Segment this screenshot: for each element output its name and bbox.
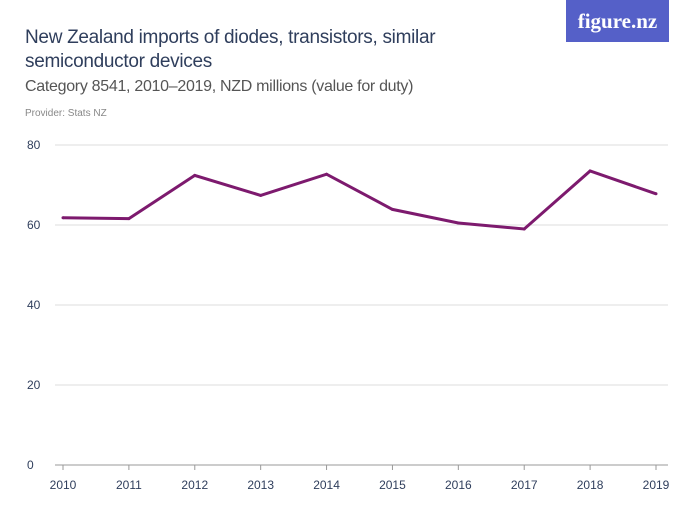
y-tick-label: 40	[27, 298, 41, 312]
y-tick-label: 0	[27, 458, 34, 472]
data-point	[456, 221, 460, 225]
y-tick-label: 80	[27, 138, 41, 152]
data-point	[588, 169, 592, 173]
logo-text: figure.nz	[577, 8, 658, 33]
x-tick-label: 2017	[511, 478, 538, 492]
y-tick-label: 20	[27, 378, 41, 392]
data-point	[325, 172, 329, 176]
data-point	[390, 207, 394, 211]
series-line	[62, 169, 657, 231]
data-point	[259, 193, 263, 197]
y-tick-label: 60	[27, 218, 41, 232]
figure-nz-logo[interactable]: figure.nz	[566, 0, 669, 42]
x-tick-label: 2014	[313, 478, 340, 492]
chart-title: New Zealand imports of diodes, transisto…	[25, 27, 436, 72]
x-tick-label: 2019	[643, 478, 670, 492]
x-tick-label: 2010	[50, 478, 77, 492]
x-tick-label: 2015	[379, 478, 406, 492]
data-point	[654, 192, 658, 196]
provider-label: Provider: Stats NZ	[25, 108, 107, 119]
data-point	[127, 217, 131, 221]
data-point	[193, 173, 197, 177]
data-point	[61, 216, 65, 220]
x-tick-label: 2011	[116, 478, 142, 492]
data-point	[522, 227, 526, 231]
x-tick-label: 2018	[577, 478, 604, 492]
x-tick-label: 2013	[247, 478, 274, 492]
x-tick-label: 2012	[181, 478, 208, 492]
x-tick-label: 2016	[445, 478, 472, 492]
chart-subtitle: Category 8541, 2010–2019, NZD millions (…	[25, 78, 414, 95]
